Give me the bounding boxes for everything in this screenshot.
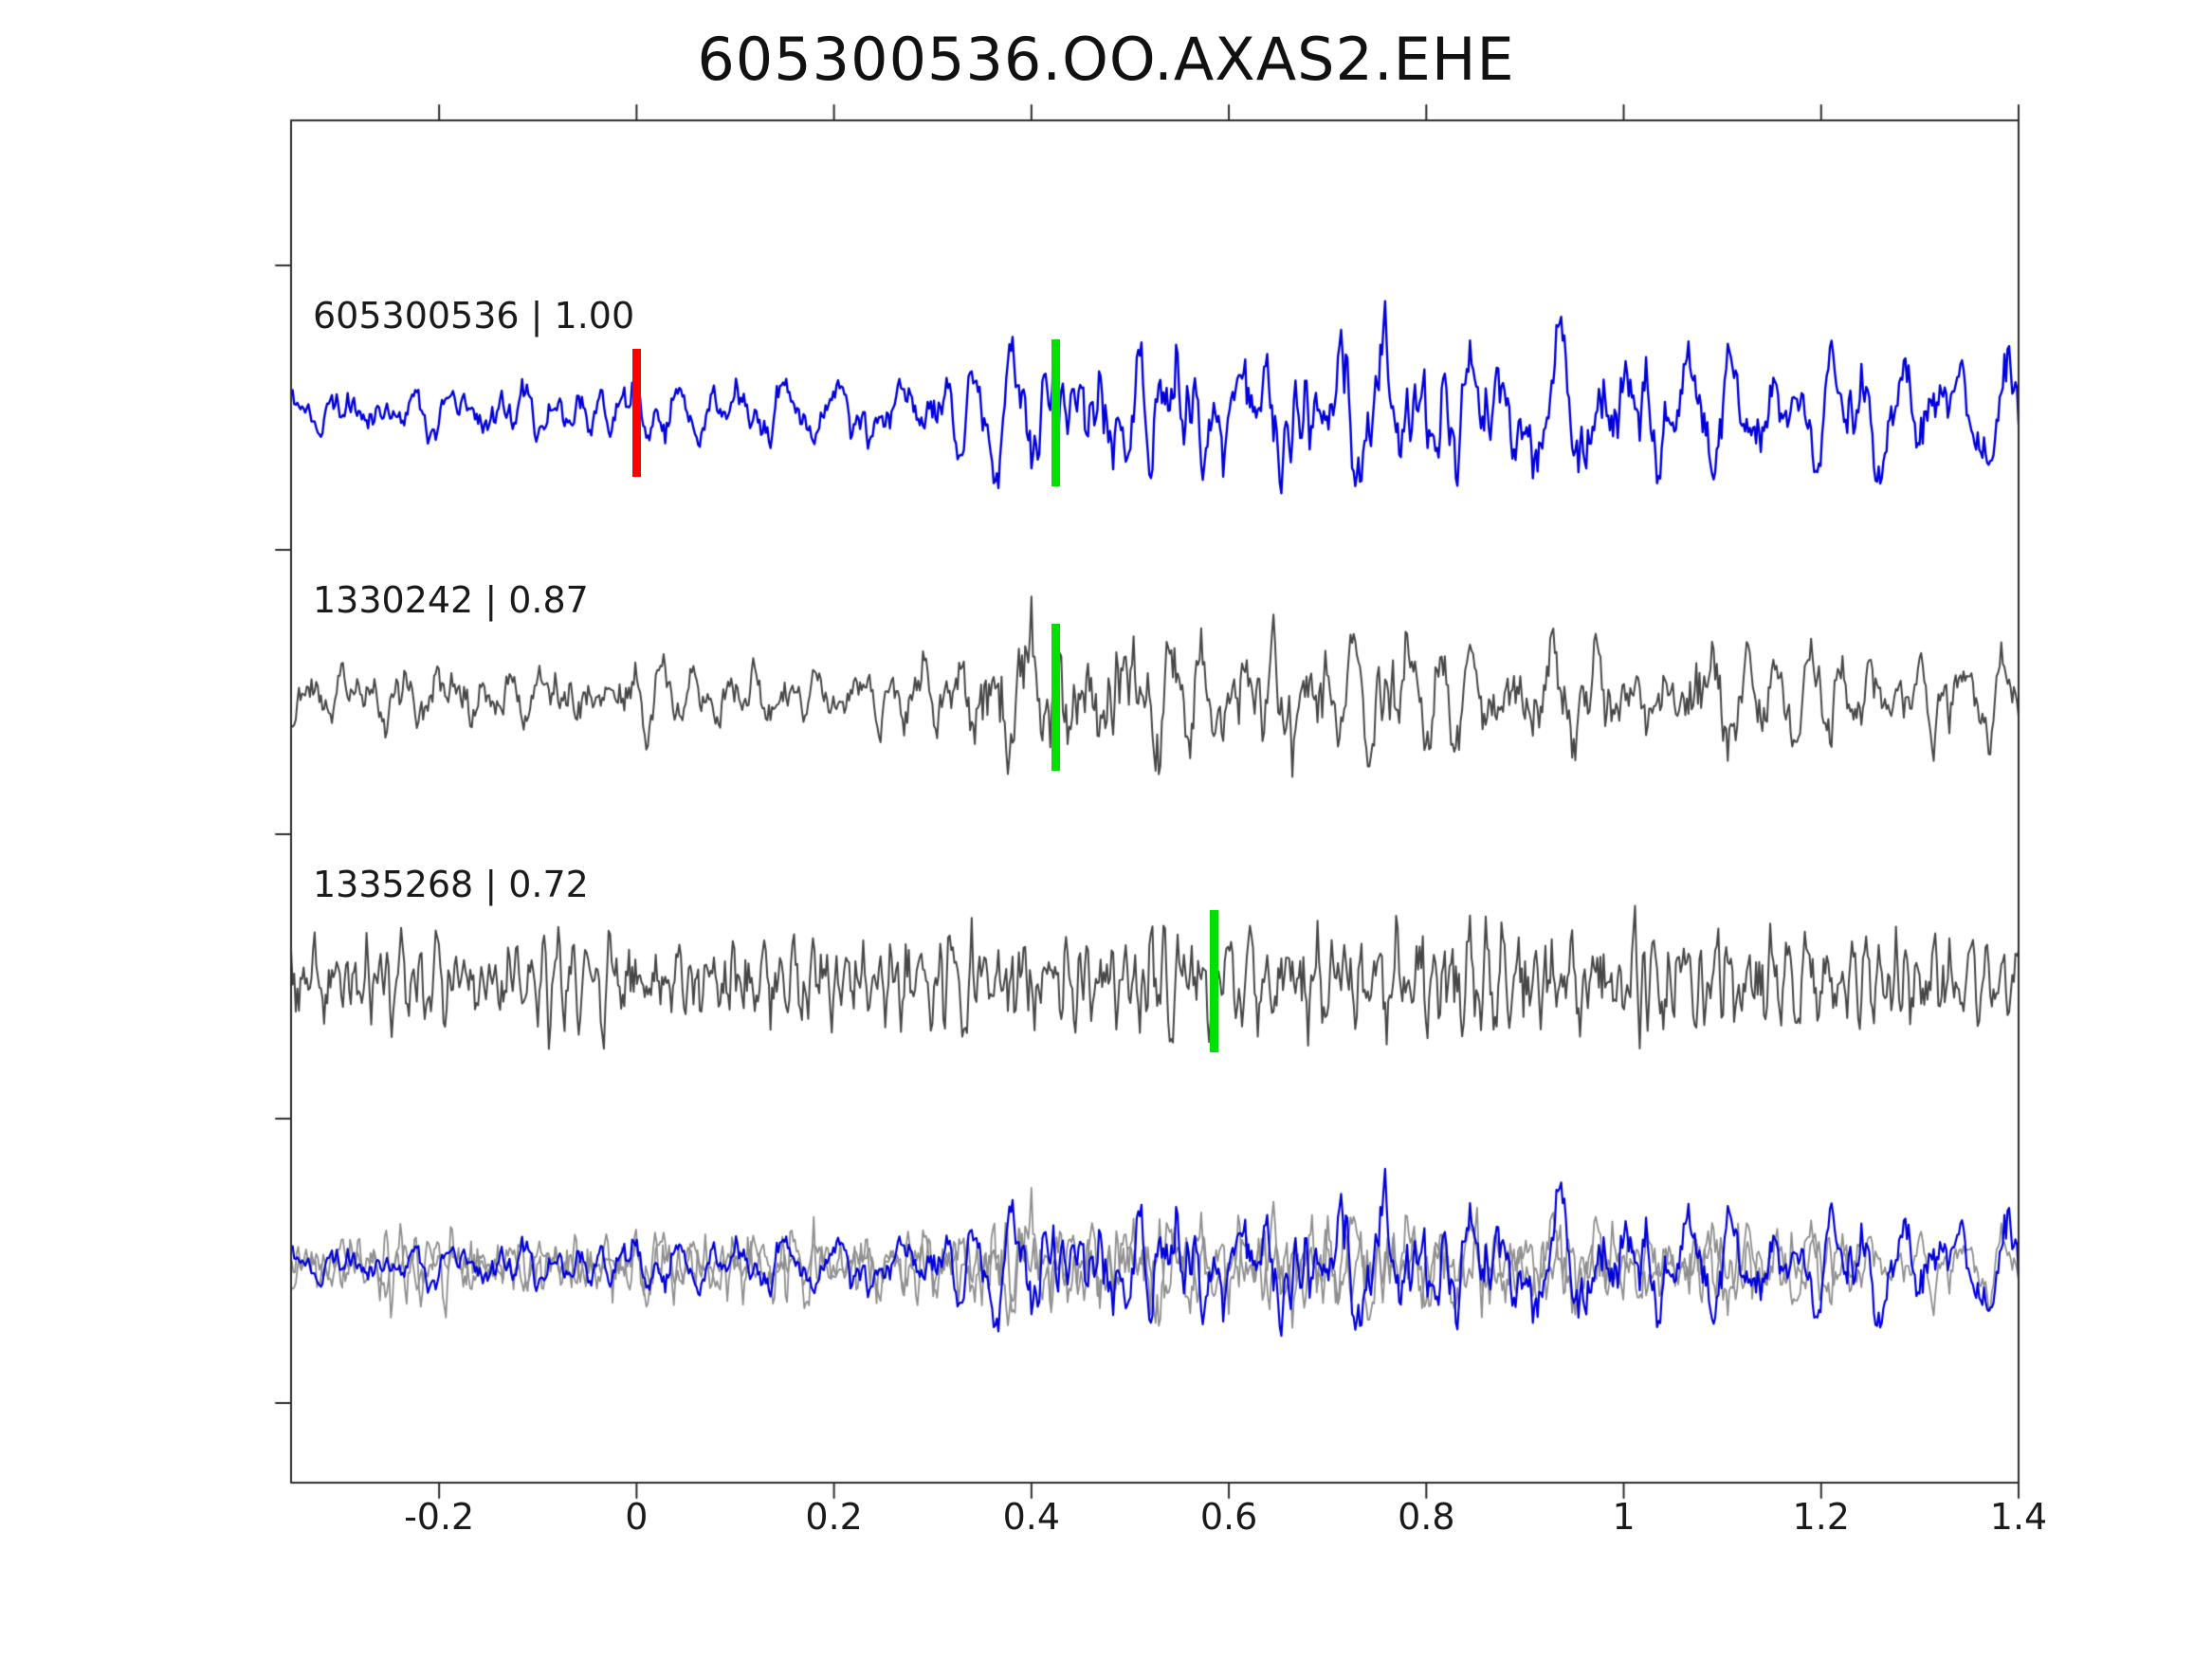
pick-marker-green-detection-2	[1209, 910, 1218, 1052]
x-axis-tick-label: 1.2	[1792, 1496, 1850, 1538]
trace-label-template: 605300536 | 1.00	[313, 295, 635, 337]
trace-label-detection-1: 1330242 | 0.87	[313, 579, 589, 621]
x-axis-tick-label: 0	[625, 1496, 649, 1538]
x-axis-tick-label: 1	[1612, 1496, 1636, 1538]
x-axis-tick-label: 1.4	[1989, 1496, 2048, 1538]
pick-marker-red-template	[631, 348, 641, 477]
pick-marker-green-template	[1051, 338, 1061, 486]
x-axis-tick-label: 0.8	[1398, 1496, 1455, 1538]
pick-marker-green-detection-1	[1051, 623, 1061, 771]
x-axis-tick-label: 0.6	[1199, 1496, 1258, 1538]
x-axis-tick-label: 0.4	[1002, 1496, 1061, 1538]
x-axis-tick-label: 0.2	[805, 1496, 863, 1538]
x-axis-tick-label: -0.2	[404, 1496, 475, 1538]
trace-label-detection-2: 1335268 | 0.72	[313, 864, 589, 905]
